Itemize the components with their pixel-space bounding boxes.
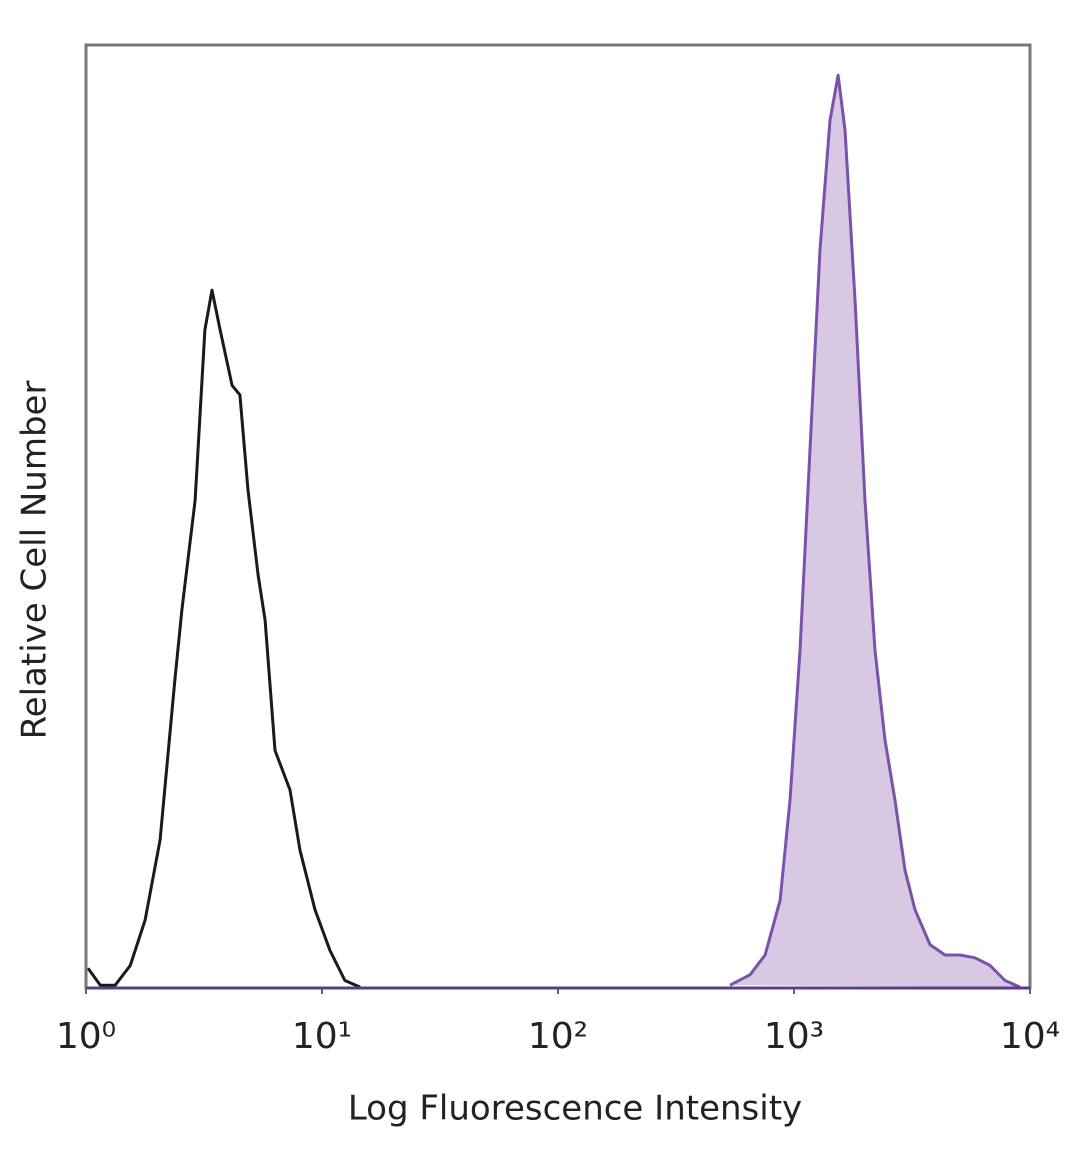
histogram-line xyxy=(86,288,361,989)
filled-histogram xyxy=(729,73,1021,989)
x-tick-label: 10¹ xyxy=(292,1016,352,1057)
x-axis-title: Log Fluorescence Intensity xyxy=(348,1089,802,1129)
x-tick-label: 10⁰ xyxy=(56,1016,116,1057)
y-axis-title: Relative Cell Number xyxy=(15,381,55,740)
x-tick-label: 10⁴ xyxy=(1000,1016,1060,1057)
x-tick-label: 10² xyxy=(528,1016,588,1057)
x-tick-label: 10³ xyxy=(764,1016,824,1057)
